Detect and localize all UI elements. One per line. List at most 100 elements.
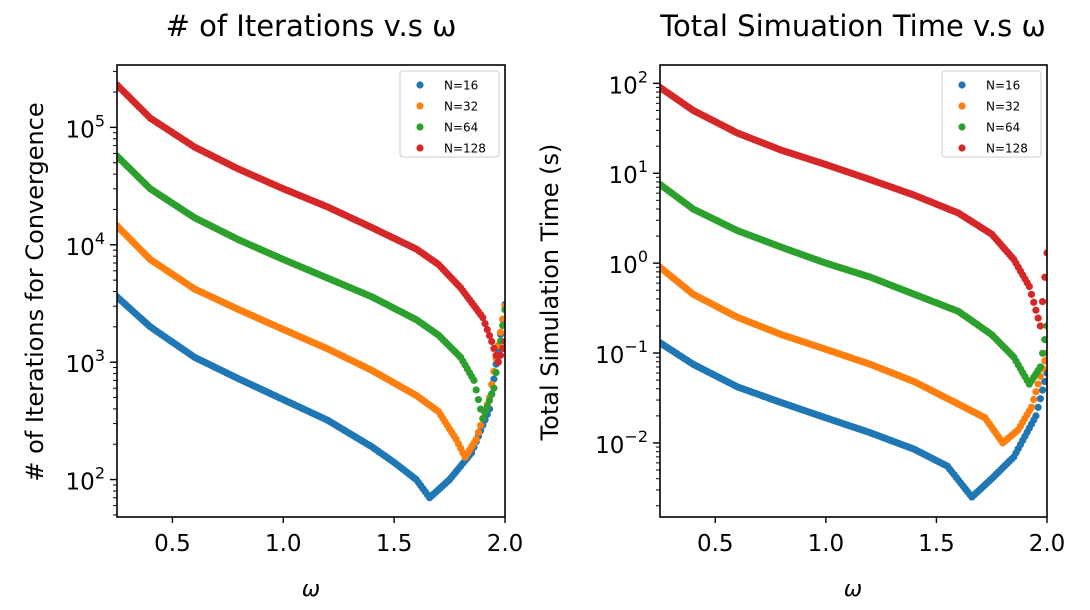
y-tick-label: 104: [66, 229, 105, 261]
data-point: [499, 315, 505, 323]
data-point: [1025, 282, 1033, 291]
x-tick-label: 0.5: [154, 531, 191, 557]
data-point: [1036, 322, 1044, 330]
axes-frame: [116, 64, 506, 518]
legend-marker: [958, 81, 966, 89]
y-tick-label: 103: [66, 346, 105, 378]
legend-marker: [958, 144, 966, 152]
data-point: [1038, 386, 1047, 394]
data-point: [479, 313, 487, 322]
axes-frame: [659, 64, 1048, 518]
legend-label: N=32: [444, 100, 478, 114]
data-point: [1038, 349, 1047, 357]
x-tick-label: 1.5: [376, 531, 413, 557]
y-tick-label: 101: [609, 157, 648, 189]
data-point: [479, 415, 487, 423]
x-tick-label: 1.0: [265, 531, 302, 557]
data-point: [499, 344, 505, 352]
legend-label: N=16: [444, 79, 478, 93]
data-point: [1041, 377, 1047, 386]
data-point: [494, 358, 502, 366]
data-point: [485, 331, 494, 340]
series-n-16: [117, 293, 505, 502]
data-point: [1034, 403, 1042, 411]
series-n-128: [117, 81, 505, 366]
chart-title: Total Simuation Time v.s ω: [659, 9, 1046, 43]
legend-marker: [416, 81, 424, 89]
legend-label: N=128: [986, 142, 1028, 156]
series-n-64: [660, 180, 1047, 388]
data-point: [477, 421, 485, 430]
data-point: [1034, 380, 1042, 388]
x-tick-label: 0.5: [697, 531, 734, 557]
legend-label: N=64: [986, 121, 1020, 135]
legend-label: N=32: [986, 100, 1020, 114]
data-point: [474, 428, 482, 436]
data-point: [1041, 357, 1047, 365]
data-point: [499, 321, 505, 329]
y-tick-label: 102: [66, 464, 105, 496]
x-tick-label: 2.0: [1029, 531, 1066, 557]
data-point: [501, 337, 505, 346]
data-point: [490, 375, 498, 383]
legend-marker: [416, 123, 424, 131]
data-point: [1036, 395, 1044, 403]
data-point: [1043, 322, 1047, 330]
y-tick-label: 100: [609, 247, 648, 279]
x-tick-label: 2.0: [487, 531, 524, 557]
data-point: [1032, 306, 1040, 314]
simulation-time-chart: Total Simuation Time v.s ω Total Simulat…: [536, 9, 1065, 602]
data-point: [496, 328, 505, 336]
data-point: [481, 319, 489, 328]
data-point: [492, 368, 500, 377]
y-axis-label: # of Iterations for Convergence: [21, 102, 49, 481]
legend-label: N=128: [444, 142, 486, 156]
series-n-16: [660, 339, 1047, 501]
iterations-chart: # of Iterations v.s ω # of Iterations fo…: [21, 9, 523, 602]
y-tick-label: 102: [609, 67, 648, 99]
data-point: [1030, 298, 1038, 306]
y-tick-label: 105: [66, 111, 105, 143]
data-point: [1041, 336, 1047, 344]
data-point: [483, 402, 491, 411]
legend: N=16 N=32 N=64 N=128: [941, 70, 1042, 158]
data-point: [485, 396, 494, 405]
data-point: [1032, 388, 1040, 396]
y-tick-label: 10−2: [595, 427, 648, 459]
legend-marker: [416, 102, 424, 110]
data-point: [1034, 314, 1042, 322]
data-point: [490, 384, 498, 392]
data-point: [483, 325, 491, 334]
data-point: [1030, 395, 1038, 404]
data-point: [1032, 412, 1040, 420]
legend-marker: [958, 123, 966, 131]
data-point: [1036, 363, 1044, 371]
data-point: [488, 337, 496, 346]
data-points: [117, 81, 505, 502]
data-point: [490, 344, 498, 352]
x-axis-label: ω: [302, 577, 320, 602]
data-point: [1027, 403, 1036, 411]
data-point: [501, 306, 505, 314]
data-point: [496, 351, 505, 359]
legend: N=16 N=32 N=64 N=128: [399, 70, 500, 158]
legend-box: [941, 70, 1042, 158]
data-point: [1027, 290, 1036, 298]
series-n-128: [660, 83, 1047, 330]
data-point: [472, 386, 480, 394]
series-n-64: [117, 152, 505, 423]
data-point: [474, 395, 482, 404]
y-tick-label: 10−1: [595, 337, 648, 369]
x-tick-label: 1.5: [918, 531, 955, 557]
plot-area: 0.5 1.0 1.5 2.0 10−2 10−1 100 101 102 N=16 N=32 N=6…: [595, 64, 1066, 557]
chart-title: # of Iterations v.s ω: [166, 9, 457, 43]
data-point: [488, 390, 496, 398]
data-points: [660, 83, 1047, 501]
series-n-32: [660, 263, 1047, 447]
legend-label: N=16: [986, 79, 1020, 93]
series-n-32: [117, 222, 505, 461]
legend-marker: [416, 144, 424, 152]
legend-marker: [958, 102, 966, 110]
data-point: [1041, 273, 1047, 281]
